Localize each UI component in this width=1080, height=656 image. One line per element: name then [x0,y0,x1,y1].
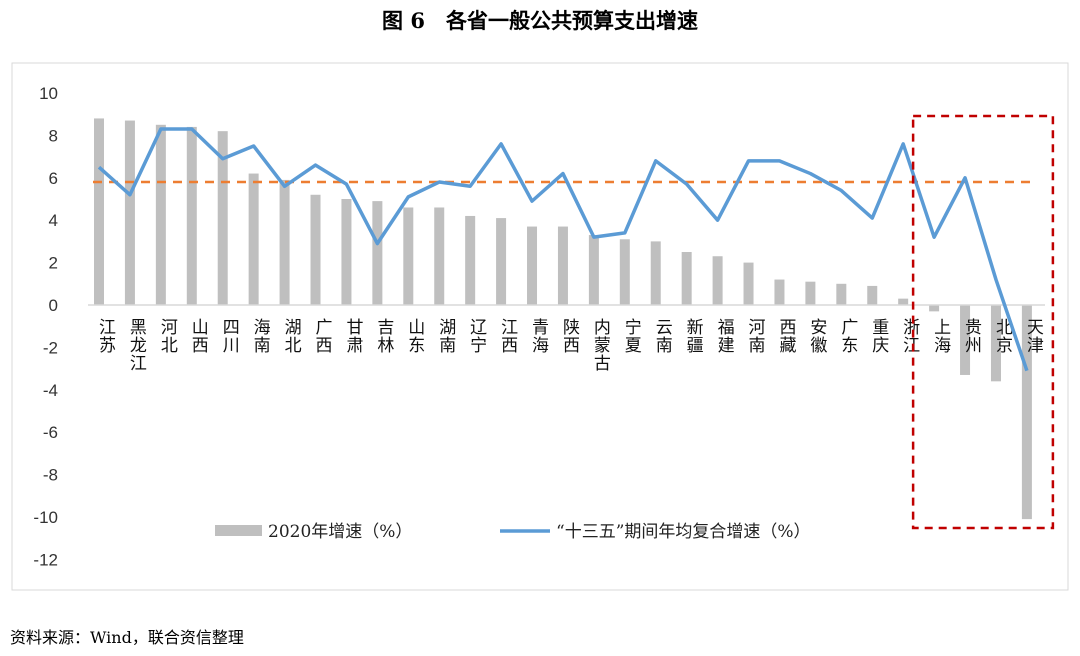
category-label: 河南 [745,318,766,354]
bar [867,285,878,305]
category-label: 西藏 [775,318,796,354]
bar [403,207,414,305]
category-label: 北京 [992,318,1013,354]
bar [898,298,909,305]
y-tick-label: -4 [43,381,58,400]
category-label: 福建 [714,318,735,354]
bar [310,194,321,305]
bar [527,226,538,305]
category-label: 广东 [837,318,858,354]
bar [929,305,940,312]
category-label: 黑龙江 [126,318,147,372]
bar [990,305,1001,382]
category-label: 甘肃 [342,318,363,354]
category-label: 山西 [188,318,208,354]
chart-title: 图 6 各省一般公共预算支出增速 [382,8,698,33]
y-tick-label: 8 [49,126,58,145]
y-tick-label: -6 [43,423,58,442]
bar [279,179,290,305]
bar [774,279,785,305]
category-label: 宁夏 [621,318,642,354]
source-note: 资料来源：Wind，联合资信整理 [10,628,244,647]
chart-frame [11,62,1069,591]
category-label: 天津 [1023,318,1044,354]
bar [743,262,754,305]
bar [434,207,445,305]
category-label: 江苏 [95,318,116,354]
bar [124,120,135,305]
bar [650,241,661,305]
category-label: 浙江 [899,318,920,354]
highlight-box [911,114,1055,530]
legend: 2020年增速（%） “十三五”期间年均复合增速（%） [215,522,811,542]
bar [712,256,723,305]
category-label: 吉林 [373,318,394,354]
bar [341,199,352,305]
category-label: 内蒙古 [590,318,611,372]
category-label: 河北 [157,318,178,354]
category-label: 辽宁 [466,318,487,354]
bar [619,239,630,305]
y-tick-label: 6 [49,169,58,188]
y-tick-label: -8 [43,466,58,485]
category-label: 湖北 [281,318,302,354]
y-tick-label: -2 [43,338,58,357]
category-label: 贵州 [961,318,982,354]
bar [186,126,197,305]
y-tick-label: 2 [49,254,58,273]
legend-line-label: “十三五”期间年均复合增速（%） [556,522,811,542]
category-label: 上海 [930,318,951,354]
bar [217,131,228,305]
bar [155,124,166,305]
y-tick-label: -12 [33,550,58,569]
bar [681,252,692,305]
category-label: 海南 [250,318,271,354]
bar [557,226,568,305]
category-label: 江西 [497,318,517,354]
y-tick-label: -10 [33,508,58,527]
category-label: 重庆 [868,318,889,354]
category-label: 青海 [528,318,549,354]
legend-bar-swatch [215,525,262,536]
category-label: 新疆 [683,318,704,354]
line-series [97,127,1029,372]
bar [588,235,599,305]
bar [1021,305,1032,520]
bar [960,305,971,375]
category-label: 安徽 [806,318,827,354]
bar [496,218,507,305]
legend-bar-label: 2020年增速（%） [268,522,412,542]
y-tick-label: 4 [49,211,58,230]
y-tick-label: 0 [49,296,58,315]
category-label: 山东 [404,318,424,354]
bar [836,283,847,305]
bar [248,173,259,305]
category-label: 广西 [312,318,333,354]
bar [805,281,816,305]
category-label: 陕西 [559,318,579,354]
y-tick-label: 10 [39,84,58,103]
category-label: 湖南 [435,318,456,354]
bar [94,118,104,305]
bar [372,201,383,305]
category-label: 云南 [652,318,673,354]
bar [465,215,476,305]
category-label: 四川 [219,318,240,354]
